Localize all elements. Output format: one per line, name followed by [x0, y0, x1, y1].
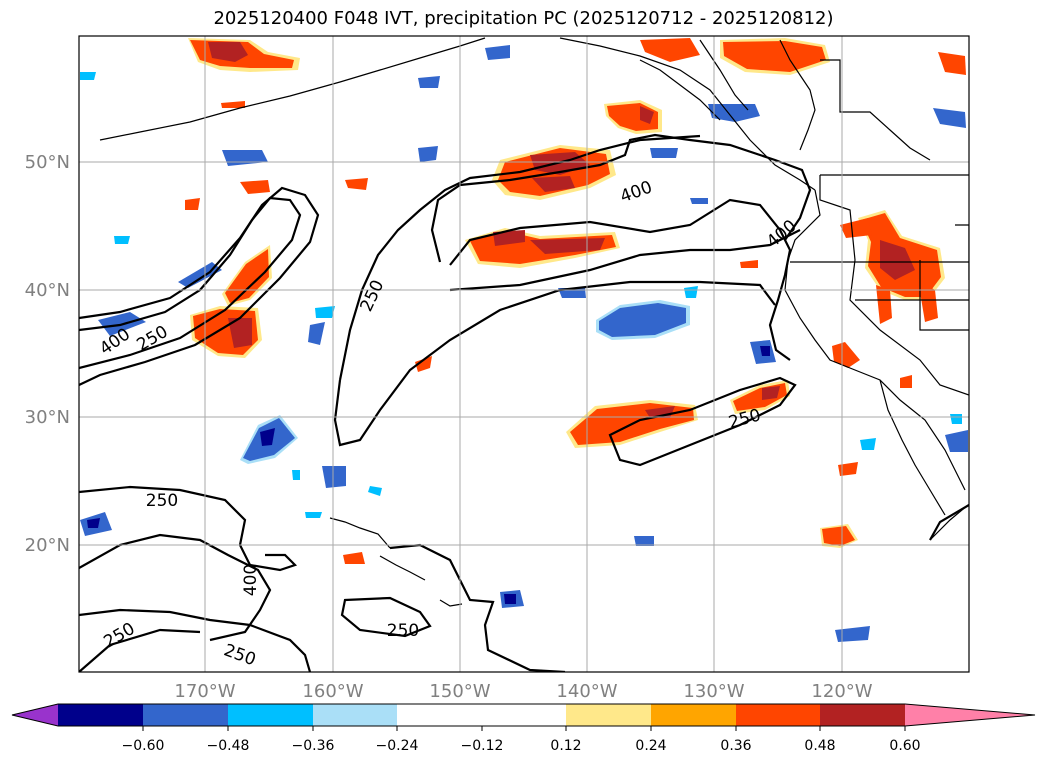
- colorbar-segment: [313, 704, 397, 726]
- colorbar-tick-label: −0.12: [461, 738, 504, 754]
- lon-label: 170°W: [174, 681, 235, 702]
- colorbar-tick-label: 0.60: [889, 738, 920, 754]
- lon-label: 160°W: [302, 681, 363, 702]
- gridlines: [79, 36, 969, 672]
- colorbar-segment: [482, 704, 566, 726]
- map-frame: [78, 35, 970, 673]
- contour-label: 250: [387, 621, 419, 641]
- lon-label: 130°W: [683, 681, 744, 702]
- colorbar-tick-label: 0.48: [804, 738, 835, 754]
- colorbar-tick-label: −0.36: [292, 738, 335, 754]
- colorbar-tick-label: 0.24: [635, 738, 666, 754]
- colorbar-segment: [397, 704, 482, 726]
- colorbar: −0.60 −0.48 −0.36 −0.24 −0.12 0.12 0.24 …: [11, 703, 1036, 754]
- colorbar-low-extension: [12, 704, 58, 726]
- colorbar-segment: [736, 704, 820, 726]
- colorbar-segment: [228, 704, 313, 726]
- colorbar-tick-label: 0.36: [720, 738, 751, 754]
- map-title: 2025120400 F048 IVT, precipitation PC (2…: [213, 8, 834, 29]
- ivt-contours: [79, 133, 969, 672]
- lat-label: 40°N: [25, 280, 70, 301]
- colorbar-tick-label: −0.24: [376, 738, 419, 754]
- colorbar-segment: [143, 704, 228, 726]
- contour-label: 250: [146, 491, 178, 511]
- contour-label: 400: [241, 564, 261, 596]
- lat-label: 30°N: [25, 407, 70, 428]
- colorbar-segment: [58, 704, 143, 726]
- colorbar-segment: [566, 704, 651, 726]
- lon-label: 150°W: [429, 681, 490, 702]
- lon-label: 140°W: [556, 681, 617, 702]
- colorbar-high-extension: [905, 704, 1035, 726]
- map-area: 400 250 250 400 400 250 250 400 250 250 …: [79, 36, 969, 672]
- latitude-labels: 50°N 40°N 30°N 20°N: [25, 152, 70, 556]
- colorbar-tick-label: 0.12: [550, 738, 581, 754]
- lat-label: 20°N: [25, 535, 70, 556]
- colorbar-tick-label: −0.60: [122, 738, 165, 754]
- colorbar-tick-label: −0.48: [207, 738, 250, 754]
- lon-label: 120°W: [811, 681, 872, 702]
- colorbar-segment: [651, 704, 736, 726]
- lat-label: 50°N: [25, 152, 70, 173]
- longitude-labels: 170°W 160°W 150°W 140°W 130°W 120°W: [174, 681, 872, 702]
- colorbar-segment: [820, 704, 905, 726]
